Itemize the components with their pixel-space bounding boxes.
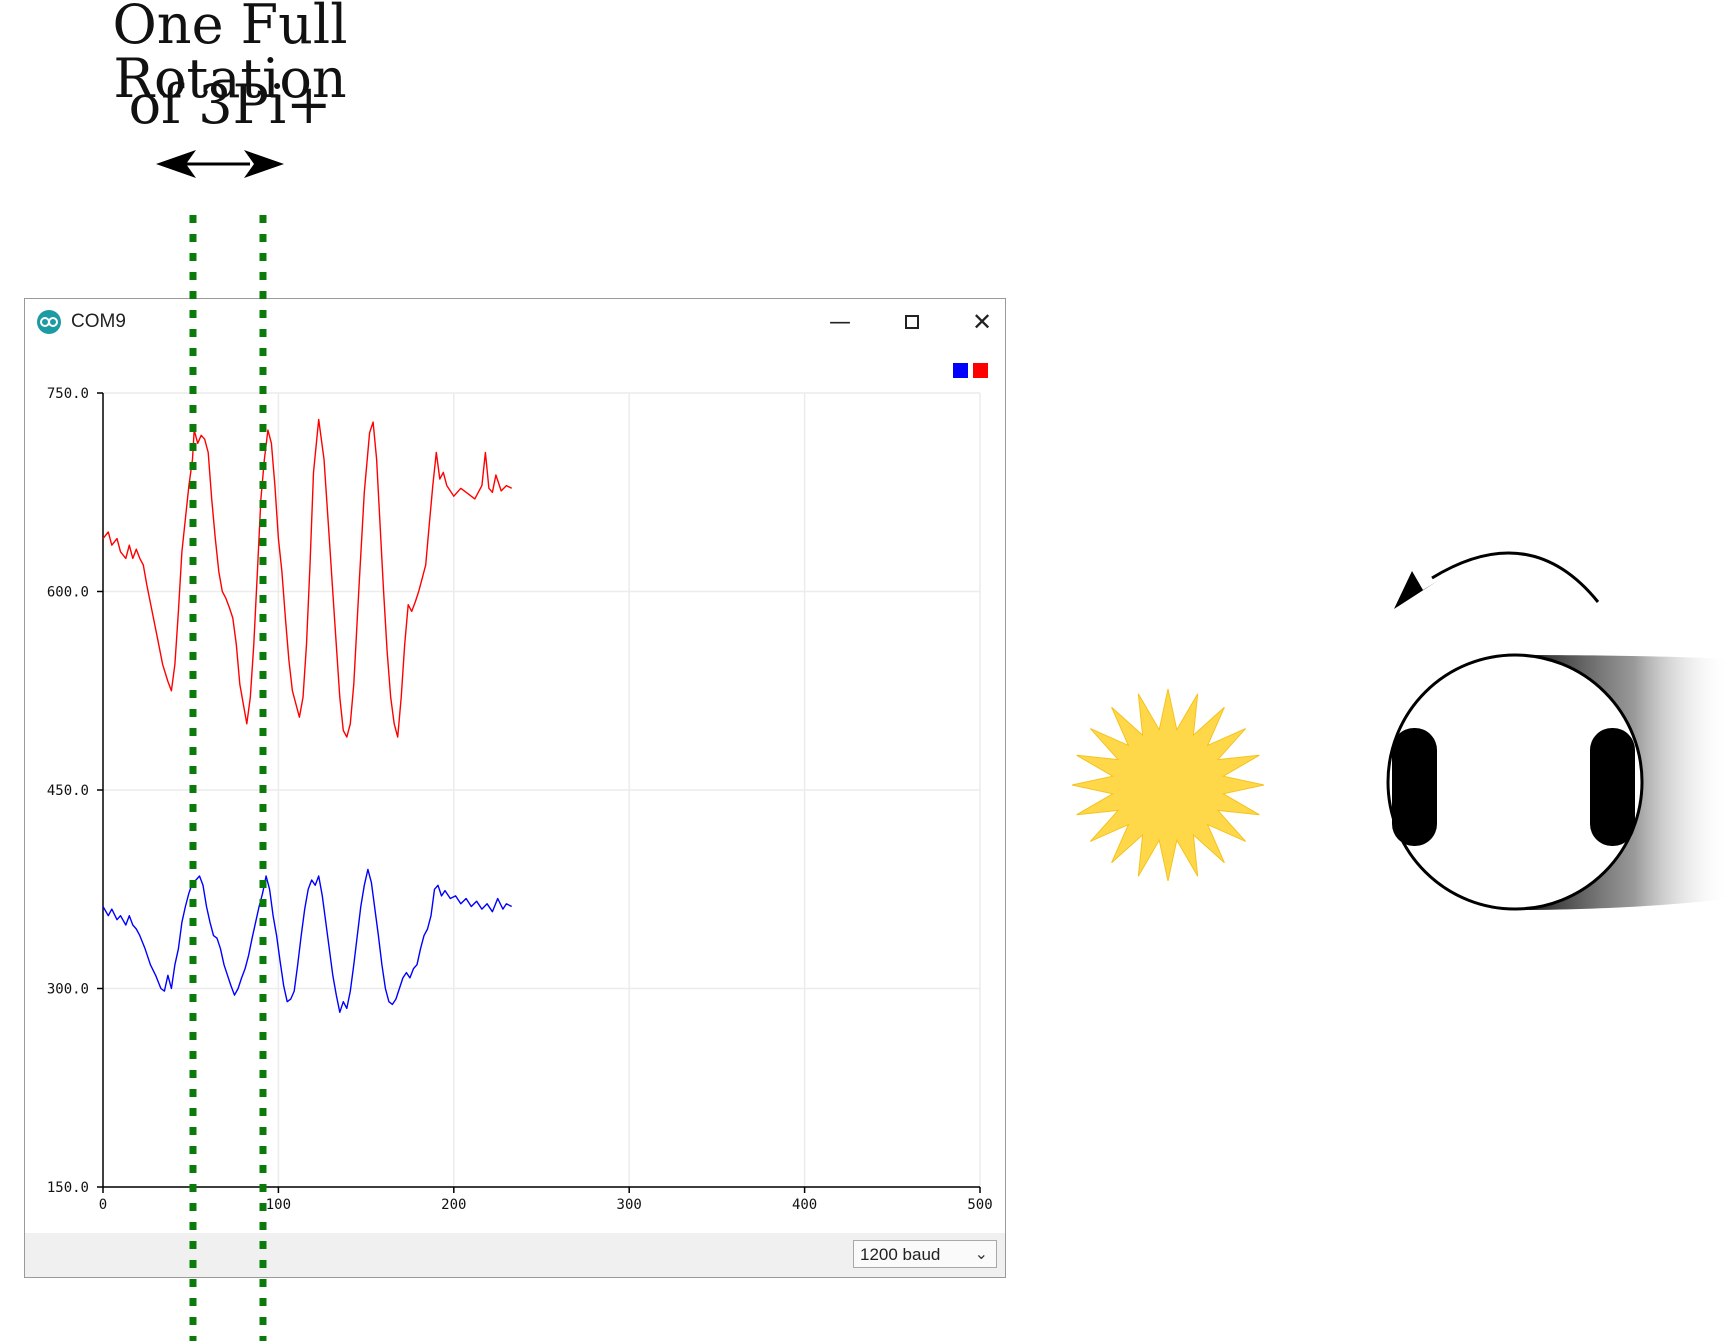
counterclockwise-arrow-icon <box>1394 551 1600 609</box>
window-title: COM9 <box>71 311 126 332</box>
diagram-heading-line1: One Full Rotation <box>112 0 348 110</box>
legend-swatch-blue <box>953 363 968 378</box>
series-line-blue <box>102 868 513 1013</box>
x-tick-label: 0 <box>99 1197 107 1213</box>
rotation-span-arrow <box>156 150 284 178</box>
x-tick-label: 100 <box>266 1197 291 1213</box>
close-icon: ✕ <box>971 308 993 336</box>
x-tick-label: 400 <box>792 1197 817 1213</box>
series-line-red <box>102 418 513 738</box>
plotter-footer: 1200 baud ⌄ <box>25 1233 1005 1277</box>
chevron-down-icon: ⌄ <box>974 1246 988 1263</box>
x-tick-label: 500 <box>967 1197 992 1213</box>
robot-top-view-icon <box>1386 653 1731 911</box>
close-button[interactable]: ✕ <box>967 307 997 337</box>
serial-plotter-window: COM9 — ✕ 750.0 600.0 450.0 300.0 150.0 0 100 20… <box>24 298 1006 1278</box>
maximize-button[interactable] <box>897 307 927 337</box>
y-tick-label: 600.0 <box>47 585 89 601</box>
minimize-icon: — <box>829 309 851 335</box>
serial-plot-chart: 750.0 600.0 450.0 300.0 150.0 0 100 200 300 400 50… <box>47 386 993 1213</box>
legend-swatch-red <box>973 363 988 378</box>
arduino-icon <box>37 310 61 334</box>
diagram-heading-line2: of 3Pi+ <box>128 73 332 136</box>
baud-rate-value: 1200 baud <box>860 1245 941 1264</box>
y-tick-label: 750.0 <box>47 386 89 402</box>
maximize-icon <box>905 315 919 329</box>
y-tick-label: 300.0 <box>47 982 89 998</box>
x-tick-label: 300 <box>617 1197 642 1213</box>
sun-icon <box>1071 688 1265 882</box>
minimize-button[interactable]: — <box>825 307 855 337</box>
y-tick-label: 450.0 <box>47 783 89 799</box>
x-tick-label: 200 <box>441 1197 466 1213</box>
y-tick-label: 150.0 <box>47 1180 89 1196</box>
window-titlebar[interactable]: COM9 — ✕ <box>25 299 1005 345</box>
baud-rate-select[interactable]: 1200 baud ⌄ <box>853 1240 997 1268</box>
